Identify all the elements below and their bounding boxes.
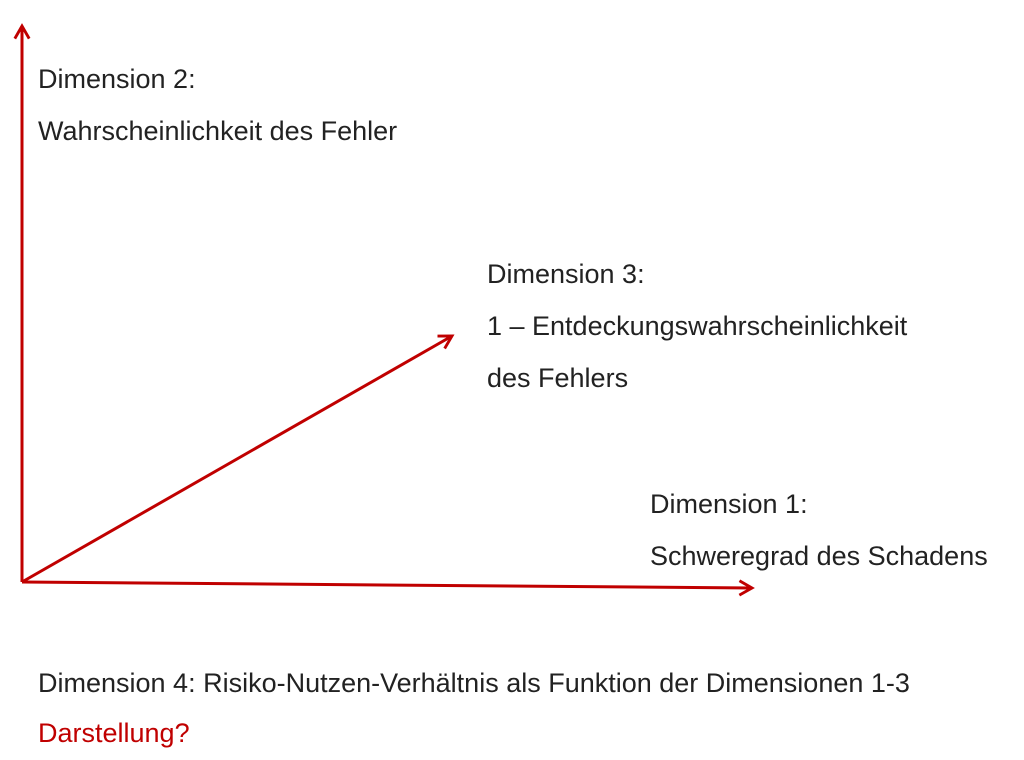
dimension-label: 1 – Entdeckungswahrscheinlichkeit <box>487 311 908 341</box>
footer-question: Darstellung? <box>38 718 190 748</box>
dimension-label: Dimension 3: <box>487 259 645 289</box>
dimension-label: Dimension 2: <box>38 64 196 94</box>
footer-text: Dimension 4: Risiko-Nutzen-Verhältnis al… <box>38 668 910 698</box>
axis-diagonal <box>21 334 455 584</box>
dimension-label: Schweregrad des Schadens <box>650 541 988 571</box>
axis-horizontal <box>21 579 755 597</box>
dimension-label: des Fehlers <box>487 363 628 393</box>
dimension-label: Wahrscheinlichkeit des Fehler <box>38 116 397 146</box>
dimension-label: Dimension 1: <box>650 489 808 519</box>
